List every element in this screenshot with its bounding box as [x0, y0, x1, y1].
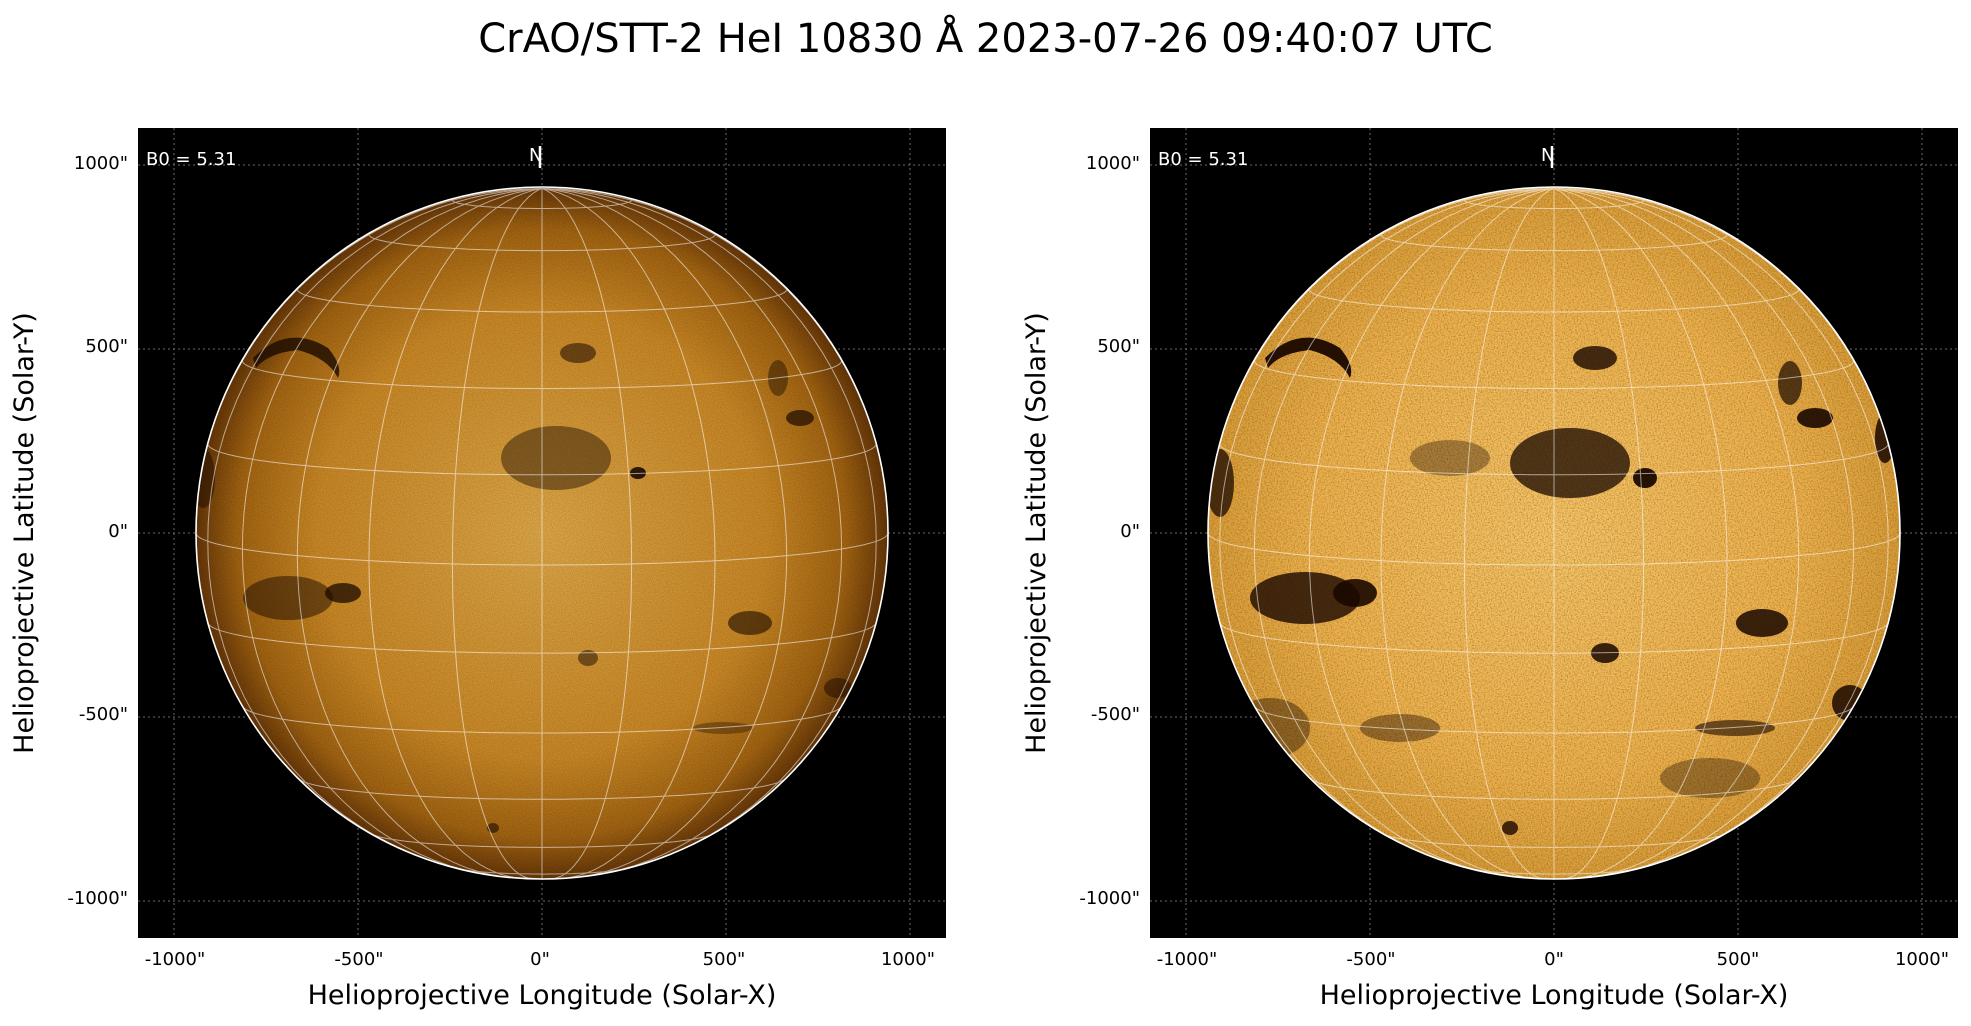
heliographic-grid-line: [1219, 443, 1889, 476]
heliographic-grid-line: [296, 188, 543, 878]
heliographic-grid-line: [1463, 188, 1555, 879]
heliographic-grid-line: [196, 533, 888, 566]
heliographic-grid-line: [1380, 188, 1555, 879]
b0-label: B0 = 5.31: [1158, 149, 1249, 170]
y-tick-label: 500": [1097, 336, 1140, 357]
y-tick-label: -500": [1090, 704, 1140, 725]
x-tick-label: 0": [530, 949, 550, 970]
heliographic-grid-line: [1553, 188, 1889, 859]
heliographic-grid-line: [1553, 188, 1728, 879]
heliographic-grid-line: [1219, 188, 1555, 859]
heliographic-grid-line: [452, 198, 632, 209]
heliographic-grid-line: [1553, 188, 1855, 874]
heliographic-grid-line: [1253, 359, 1855, 389]
heliographic-grid-line: [1553, 188, 1645, 879]
y-tick-label: 500": [85, 336, 128, 357]
y-axis-label: Helioprojective Latitude (Solar-Y): [9, 312, 40, 754]
heliographic-grid-line: [372, 833, 713, 848]
heliographic-grid-line: [243, 706, 842, 734]
x-tick-label: 1000": [880, 949, 936, 970]
y-tick-label: -1000": [67, 888, 128, 909]
heliographic-grid-line: [207, 622, 876, 654]
y-tick-label: -500": [78, 704, 128, 725]
x-tick-label: -1000": [1156, 949, 1218, 970]
heliographic-grid-line: [241, 188, 543, 874]
heliographic-grid-line: [541, 188, 788, 878]
heliographic-grid-line: [541, 188, 716, 879]
heliographic-grid-line: [207, 188, 543, 859]
y-tick-label: 0": [108, 521, 128, 542]
heliographic-grid-line: [368, 232, 716, 252]
heliographic-grid-line: [1308, 287, 1800, 313]
heliographic-grid-line: [368, 188, 543, 879]
b0-label: B0 = 5.31: [146, 149, 237, 170]
heliographic-grid-line: [541, 188, 877, 859]
heliographic-grid-line: [1471, 868, 1638, 875]
heliographic-grid-line: [1380, 232, 1728, 252]
heliographic-grid-line: [1255, 706, 1854, 734]
heliographic-grid-line: [1219, 622, 1888, 654]
solar-disk-image-left: [138, 128, 946, 938]
solar-image-panel-left: B0 = 5.31 N: [138, 128, 946, 938]
x-tick-label: -500": [334, 949, 384, 970]
solar-disk-image-right: [1150, 128, 1958, 938]
x-tick-label: 0": [1544, 949, 1564, 970]
heliographic-grid-line: [1308, 188, 1555, 878]
y-tick-label: -1000": [1079, 888, 1140, 909]
heliographic-grid-line: [1464, 198, 1644, 209]
x-tick-label: 500": [1716, 949, 1760, 970]
y-axis-label: Helioprojective Latitude (Solar-Y): [1021, 312, 1052, 754]
heliographic-grid-line: [296, 287, 788, 313]
y-tick-label: 1000": [1085, 153, 1140, 174]
x-tick-label: -500": [1346, 949, 1396, 970]
heliographic-grid-line: [541, 188, 633, 879]
y-tick-label: 0": [1120, 521, 1140, 542]
y-tick-label: 1000": [73, 153, 128, 174]
north-marker-label: N: [1541, 145, 1555, 166]
heliographic-grid-line: [1384, 833, 1725, 848]
north-marker-label: N: [529, 145, 543, 166]
heliographic-grid-line: [1553, 188, 1800, 878]
x-tick-label: 500": [702, 949, 746, 970]
page-title: CrAO/STT-2 HeI 10830 Å 2023-07-26 09:40:…: [478, 16, 1493, 62]
x-tick-label: -1000": [144, 949, 206, 970]
heliographic-grid-line: [451, 188, 543, 879]
heliographic-grid-line: [1208, 533, 1900, 566]
heliographic-grid-line: [1253, 188, 1555, 874]
x-tick-label: 1000": [1894, 949, 1950, 970]
heliographic-grid-line: [1311, 778, 1798, 800]
solar-image-panel-right: B0 = 5.31 N: [1150, 128, 1958, 938]
x-axis-label: Helioprojective Longitude (Solar-X): [1319, 980, 1789, 1011]
heliographic-grid-line: [541, 188, 843, 874]
heliographic-grid-line: [207, 443, 877, 476]
heliographic-grid-line: [459, 868, 626, 875]
x-axis-label: Helioprojective Longitude (Solar-X): [307, 980, 777, 1011]
heliographic-grid-line: [299, 778, 786, 800]
heliographic-grid-line: [241, 359, 843, 389]
